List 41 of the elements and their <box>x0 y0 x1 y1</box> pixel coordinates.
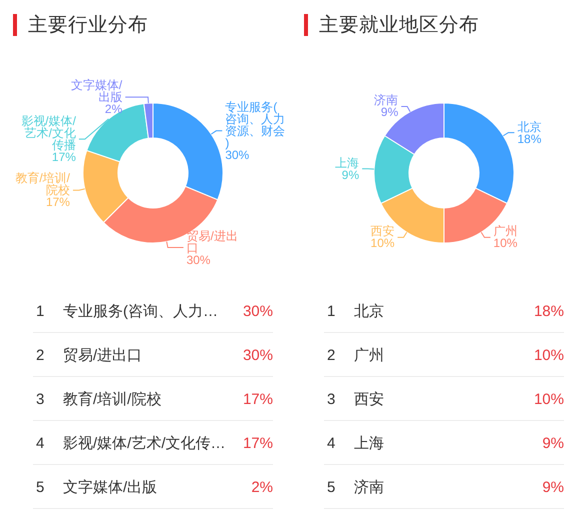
text: 10% <box>534 346 564 364</box>
text: 5 文字媒体/出版 <box>36 478 158 498</box>
slice-label: 西安 <box>370 224 395 238</box>
text: 10% <box>534 390 564 408</box>
data-label: 10% <box>493 236 518 250</box>
text: 9% <box>542 435 564 452</box>
text: 2 广州 <box>327 346 384 365</box>
data-label: 2% <box>104 102 122 116</box>
text: 5 济南 <box>327 478 384 498</box>
slice-label: 教育/培训/院校 <box>14 171 70 198</box>
data-label: 30% <box>186 252 212 267</box>
data-label: 9% <box>342 168 360 182</box>
data-label: 17% <box>50 150 76 164</box>
text: 30% <box>242 302 273 320</box>
slice-label: 影视/媒体/艺术/文化传播 <box>20 114 76 152</box>
text: 30% <box>242 346 273 364</box>
data-label: 30% <box>225 148 250 162</box>
data-label: 17% <box>44 195 70 210</box>
data-label: 18% <box>517 132 542 146</box>
text: 2 贸易/进出口 <box>36 346 142 365</box>
text: 4 影视/媒体/艺术/文化传… <box>36 434 226 454</box>
text: 4 上海 <box>327 434 384 454</box>
text: 2% <box>251 479 273 496</box>
slice-label: 专业服务(咨询、人力资源、财会) <box>225 100 286 150</box>
slice-label: 济南 <box>373 93 398 108</box>
data-label: 9% <box>380 105 398 120</box>
slice-label: 文字媒体/出版 <box>70 78 122 104</box>
text: 17% <box>242 435 273 452</box>
text: 17% <box>242 390 273 408</box>
text: 3 教育/培训/院校 <box>36 390 162 409</box>
slice-label: 北京 <box>517 120 542 134</box>
text: 3 西安 <box>327 390 384 409</box>
slice-label: 上海 <box>334 156 360 170</box>
text: 18% <box>534 302 564 320</box>
chart-title: 主要就业地区分布 <box>304 14 479 36</box>
chart-title: 主要行业分布 <box>13 14 148 36</box>
text: 1 专业服务(咨询、人力… <box>36 302 218 320</box>
text: 9% <box>542 479 564 496</box>
text: 1 北京 <box>327 302 384 320</box>
slice-label: 广州 <box>493 224 518 238</box>
data-label: 10% <box>370 236 395 250</box>
